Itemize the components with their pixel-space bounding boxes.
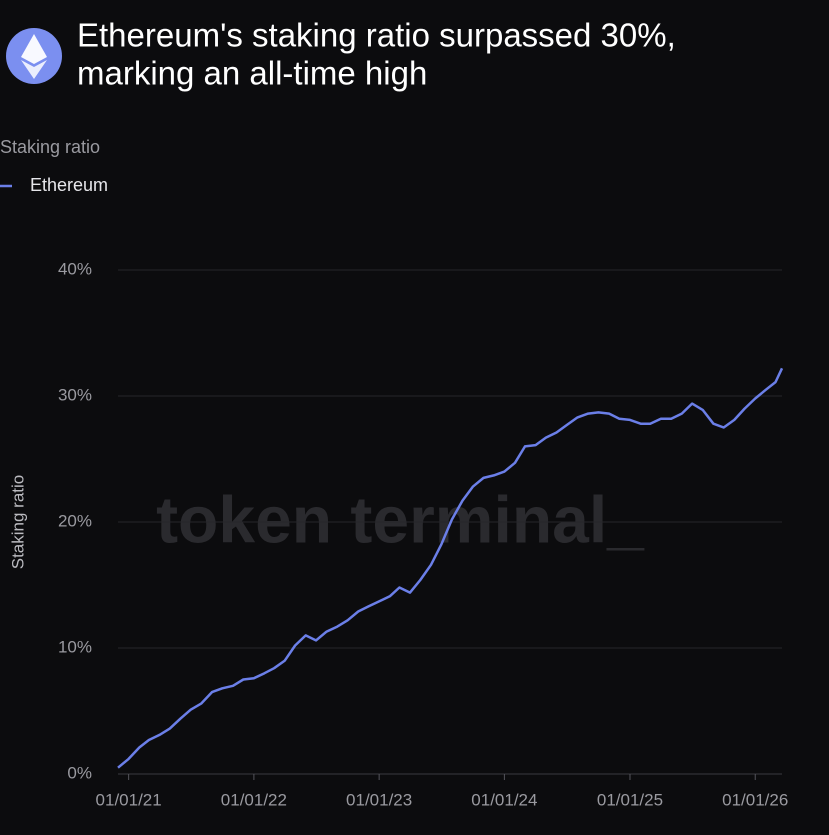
- x-tick-label: 01/01/24: [471, 790, 537, 809]
- y-axis-label: Staking ratio: [8, 475, 27, 570]
- y-tick-label: 10%: [58, 637, 92, 656]
- watermark: token terminal_: [156, 482, 645, 556]
- x-tick-label: 01/01/23: [346, 790, 412, 809]
- y-tick-label: 40%: [58, 259, 92, 278]
- x-tick-label: 01/01/22: [221, 790, 287, 809]
- y-tick-label: 0%: [67, 763, 92, 782]
- x-tick-label: 01/01/21: [96, 790, 162, 809]
- title-line: marking an all-time high: [77, 55, 427, 92]
- x-tick-label: 01/01/25: [597, 790, 663, 809]
- legend-label: Ethereum: [30, 175, 108, 195]
- y-tick-label: 30%: [58, 385, 92, 404]
- eth-icon: [6, 28, 62, 84]
- x-tick-label: 01/01/26: [722, 790, 788, 809]
- title-line: Ethereum's staking ratio surpassed 30%,: [77, 17, 676, 54]
- y-tick-label: 20%: [58, 511, 92, 530]
- data-line: [117, 367, 784, 769]
- subtitle: Staking ratio: [0, 137, 100, 157]
